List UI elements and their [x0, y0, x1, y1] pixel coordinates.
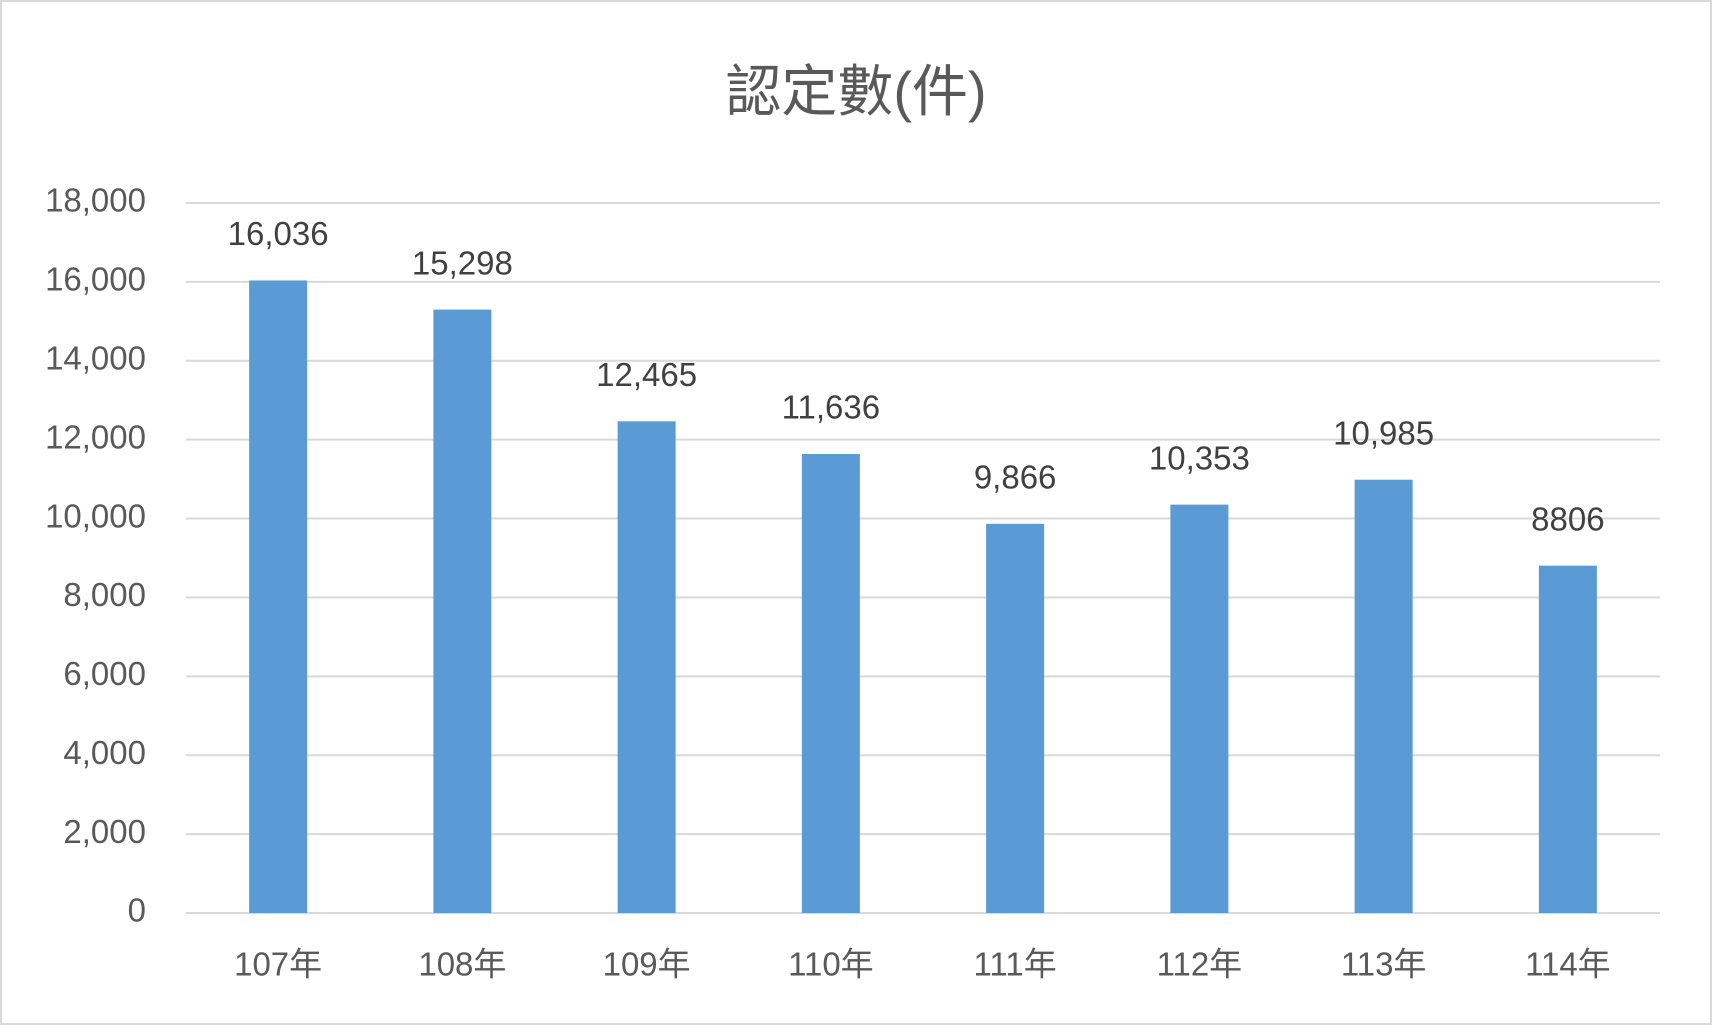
x-tick-label: 111年	[974, 946, 1057, 983]
x-tick-label: 109年	[603, 946, 691, 983]
y-tick-label: 8,000	[63, 576, 146, 613]
y-tick-label: 0	[128, 892, 146, 929]
value-label: 10,353	[1149, 439, 1250, 476]
y-tick-label: 10,000	[45, 497, 146, 534]
y-tick-label: 4,000	[63, 734, 146, 771]
x-tick-label: 108年	[418, 946, 506, 983]
value-label: 15,298	[412, 244, 513, 281]
bar	[986, 523, 1045, 913]
value-label: 16,036	[228, 215, 329, 252]
bar	[249, 280, 308, 914]
y-tick-label: 14,000	[45, 339, 146, 376]
value-label: 10,985	[1333, 414, 1434, 451]
value-label: 9,866	[974, 459, 1057, 496]
bar	[433, 309, 492, 914]
x-tick-label: 114年	[1525, 946, 1611, 983]
value-label: 8806	[1531, 500, 1604, 537]
value-label: 12,465	[596, 356, 697, 393]
chart-title: 認定數(件)	[725, 60, 986, 123]
x-tick-label: 112年	[1157, 946, 1243, 983]
y-tick-label: 18,000	[45, 182, 146, 219]
bar	[1538, 565, 1597, 913]
y-tick-label: 12,000	[45, 418, 146, 455]
y-tick-label: 2,000	[63, 813, 146, 850]
bar	[1354, 479, 1413, 913]
y-tick-label: 16,000	[45, 261, 146, 298]
bar	[801, 454, 860, 913]
value-label: 11,636	[782, 389, 880, 426]
x-tick-label: 110年	[788, 946, 874, 983]
bar	[617, 421, 676, 913]
bar	[1170, 504, 1229, 913]
y-tick-label: 6,000	[63, 655, 146, 692]
x-tick-label: 113年	[1341, 946, 1427, 983]
x-tick-label: 107年	[234, 946, 322, 983]
